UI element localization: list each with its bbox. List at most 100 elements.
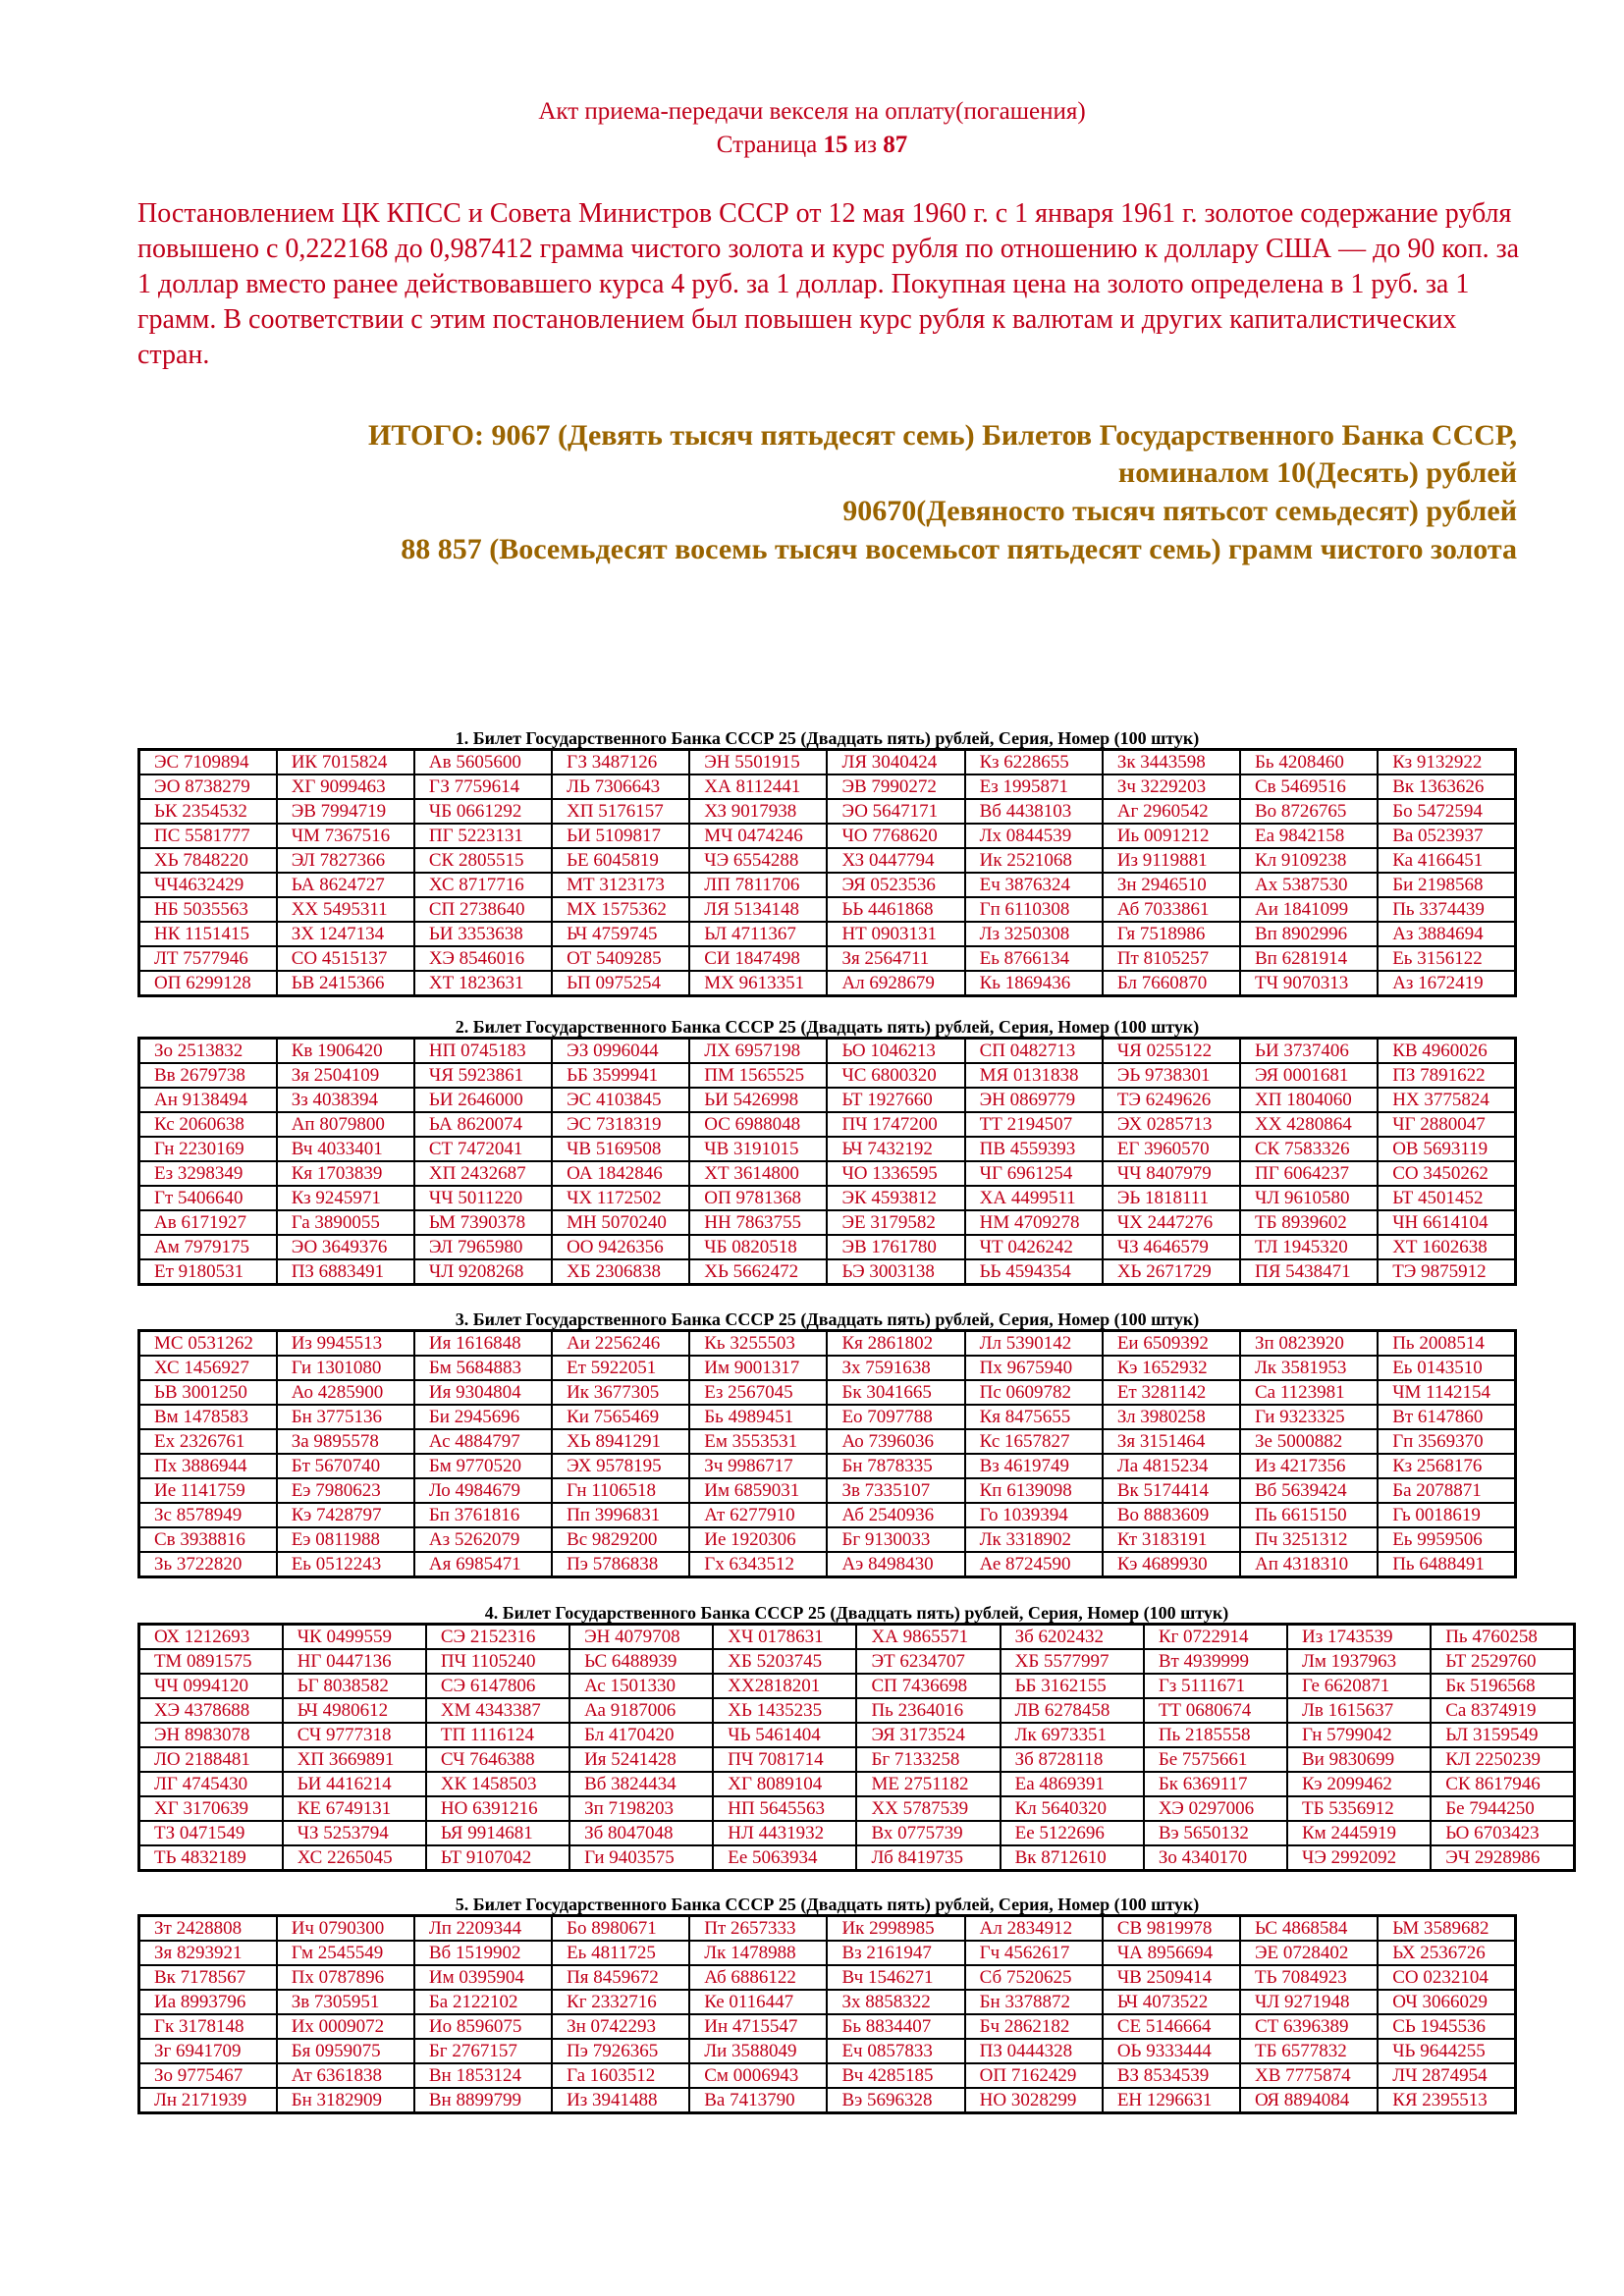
serial-number-cell: МХ 1575362: [551, 896, 691, 923]
table-row: ЭН 8983078 СЧ 9777318 ТП 1116124 Бл 4170420…: [137, 1722, 1576, 1748]
serial-number-cell: Гя 7518986: [1101, 921, 1242, 947]
serial-number-cell: ОТ 5409285: [551, 945, 691, 972]
serial-number-cell: ТЗ 0471549: [137, 1820, 284, 1846]
serial-number-cell: ЬК 2354532: [137, 798, 278, 825]
serial-number-cell: Зе 5000882: [1238, 1428, 1380, 1455]
serial-number-cell: НЛ 4431932: [712, 1820, 858, 1846]
table-row: Вк 7178567 Пх 0787896 Им 0395904 Пя 8459672…: [137, 1964, 1517, 1991]
table-row: ХЭ 4378688 ЬЧ 4980612 ХМ 4343387 Аа 9187006…: [137, 1697, 1576, 1724]
serial-number-cell: ЬЬ 4594354: [963, 1258, 1104, 1286]
serial-number-cell: Вэ 5650132: [1142, 1820, 1289, 1846]
serial-number-cell: Бч 2862182: [963, 2013, 1104, 2040]
serial-number-cell: ЧЛ 9271948: [1238, 1989, 1380, 2015]
serial-number-cell: Кг 0722914: [1142, 1623, 1289, 1650]
serial-number-cell: ПЧ 7081714: [712, 1746, 858, 1773]
serial-number-cell: ЭТ 6234707: [855, 1648, 1001, 1675]
serial-number-cell: Бг 9130033: [826, 1526, 966, 1553]
serial-number-cell: ЧЯ 0255122: [1101, 1037, 1242, 1064]
serial-number-cell: Бл 4170420: [568, 1722, 715, 1748]
serial-number-cell: ЛТ 7577946: [137, 945, 278, 972]
serial-number-cell: ЭЯ 3173524: [855, 1722, 1001, 1748]
serial-number-cell: Кз 9245971: [275, 1185, 415, 1211]
serial-number-cell: ЛГ 4745430: [137, 1771, 284, 1797]
serial-number-cell: Пэ 7926365: [551, 2038, 691, 2064]
serial-number-cell: Зя 3151464: [1101, 1428, 1242, 1455]
serial-number-cell: Ия 1616848: [412, 1329, 554, 1357]
serial-number-cell: ОП 9781368: [688, 1185, 829, 1211]
serial-number-cell: Вп 8902996: [1238, 921, 1380, 947]
serial-number-cell: Вн 1853124: [412, 2062, 554, 2089]
serial-number-cell: ЬТ 2529760: [1430, 1648, 1576, 1675]
serial-number-cell: ЬМ 3589682: [1377, 1914, 1517, 1942]
serial-number-cell: Гз 5111671: [1142, 1673, 1289, 1699]
table-row: Кс 2060638 Ап 8079800 ЬА 8620074 ЭС 7318319…: [137, 1111, 1517, 1138]
serial-number-cell: Из 4217356: [1238, 1453, 1380, 1479]
serial-number-cell: Пь 2364016: [855, 1697, 1001, 1724]
serial-number-cell: МЧ 0474246: [688, 823, 829, 849]
serial-number-cell: Зх 8858322: [826, 1989, 966, 2015]
serial-number-cell: Еь 9959506: [1377, 1526, 1517, 1553]
serial-number-cell: Вб 3824434: [568, 1771, 715, 1797]
serial-number-cell: ПЧ 1747200: [826, 1111, 966, 1138]
serial-number-cell: ЬИ 4416214: [281, 1771, 427, 1797]
serial-number-cell: ЭЛ 7827366: [275, 847, 415, 874]
serial-number-cell: МС 0531262: [137, 1329, 278, 1357]
serial-number-cell: Га 1603512: [551, 2062, 691, 2089]
serial-number-cell: Кэ 4689930: [1101, 1551, 1242, 1578]
serial-number-cell: ЬО 1046213: [826, 1037, 966, 1064]
serial-number-cell: Кз 2568176: [1377, 1453, 1517, 1479]
serial-number-cell: ЭО 8738279: [137, 774, 278, 800]
serial-number-cell: НБ 5035563: [137, 896, 278, 923]
serial-number-cell: ЬБ 3599941: [551, 1062, 691, 1089]
serial-number-cell: Ез 2567045: [688, 1379, 829, 1406]
serial-number-cell: ЧЬ 5461404: [712, 1722, 858, 1748]
serial-number-cell: ХС 1456927: [137, 1355, 278, 1381]
table-row: ЭС 7109894 ИК 7015824 Ав 5605600 ГЗ 3487126…: [137, 748, 1517, 775]
serial-number-cell: Бк 3041665: [826, 1379, 966, 1406]
serial-number-cell: Ее 5122696: [999, 1820, 1145, 1846]
serial-number-cell: Гп 3569370: [1377, 1428, 1517, 1455]
serial-number-cell: СЭ 6147806: [424, 1673, 571, 1699]
serial-number-cell: Вэ 5696328: [826, 2087, 966, 2114]
serial-number-cell: ВЗ 8534539: [1101, 2062, 1242, 2089]
serial-number-cell: ПЗ 0444328: [963, 2038, 1104, 2064]
serial-number-cell: ЧН 6614104: [1377, 1209, 1517, 1236]
serial-number-cell: Вб 4438103: [963, 798, 1104, 825]
serial-number-cell: ЭЬ 9738301: [1101, 1062, 1242, 1089]
table-row: ЧЧ4632429 ЬА 8624727 ХС 8717716 МТ 3123173 Л…: [137, 872, 1517, 898]
serial-number-cell: Ке 0116447: [688, 1989, 829, 2015]
serial-number-cell: ЭН 5501915: [688, 748, 829, 775]
serial-number-cell: ЬЭ 3003138: [826, 1258, 966, 1286]
serial-number-cell: НП 0745183: [412, 1037, 554, 1064]
serial-number-cell: Аб 2540936: [826, 1502, 966, 1528]
serial-number-cell: Зл 3980258: [1101, 1404, 1242, 1430]
banknote-table-block-5: 5. Билет Государственного Банка СССР 25 …: [137, 1895, 1517, 2114]
serial-number-cell: ЬП 0975254: [551, 970, 691, 997]
serial-number-cell: ЧЭ 6554288: [688, 847, 829, 874]
serial-number-cell: Вв 2679738: [137, 1062, 278, 1089]
page-total: 87: [883, 132, 908, 158]
serial-number-cell: Гм 2545549: [275, 1940, 415, 1966]
table-caption: 4. Билет Государственного Банка СССР 25 …: [484, 1603, 1229, 1623]
serial-number-cell: Аа 9187006: [568, 1697, 715, 1724]
serial-number-cell: ИК 7015824: [275, 748, 415, 775]
serial-number-cell: МН 5070240: [551, 1209, 691, 1236]
serial-number-cell: Аэ 8498430: [826, 1551, 966, 1578]
table-row: ХГ 3170639 КЕ 6749131 НО 6391216 Зп 7198203…: [137, 1795, 1576, 1822]
serial-number-cell: Вб 1519902: [412, 1940, 554, 1966]
serial-number-cell: ЭО 3649376: [275, 1234, 415, 1260]
table-row: Ех 2326761 За 9895578 Ас 4884797 ХЬ 8941291…: [137, 1428, 1517, 1455]
table-row: Ав 6171927 Га 3890055 ЬМ 7390378 МН 5070240…: [137, 1209, 1517, 1236]
serial-number-cell: Зб 8728118: [999, 1746, 1145, 1773]
serial-number-cell: Пх 0787896: [275, 1964, 415, 1991]
serial-number-cell: Ет 9180531: [137, 1258, 278, 1286]
serial-number-cell: Пь 2185558: [1142, 1722, 1289, 1748]
serial-number-cell: См 0006943: [688, 2062, 829, 2089]
serial-number-cell: ХЗ 0447794: [826, 847, 966, 874]
serial-number-cell: Кв 1906420: [275, 1037, 415, 1064]
serial-number-cell: Лк 1478988: [688, 1940, 829, 1966]
serial-number-cell: ХЗ 9017938: [688, 798, 829, 825]
serial-number-cell: Ап 8079800: [275, 1111, 415, 1138]
serial-number-cell: ХТ 1823631: [412, 970, 554, 997]
page-current: 15: [823, 132, 848, 158]
